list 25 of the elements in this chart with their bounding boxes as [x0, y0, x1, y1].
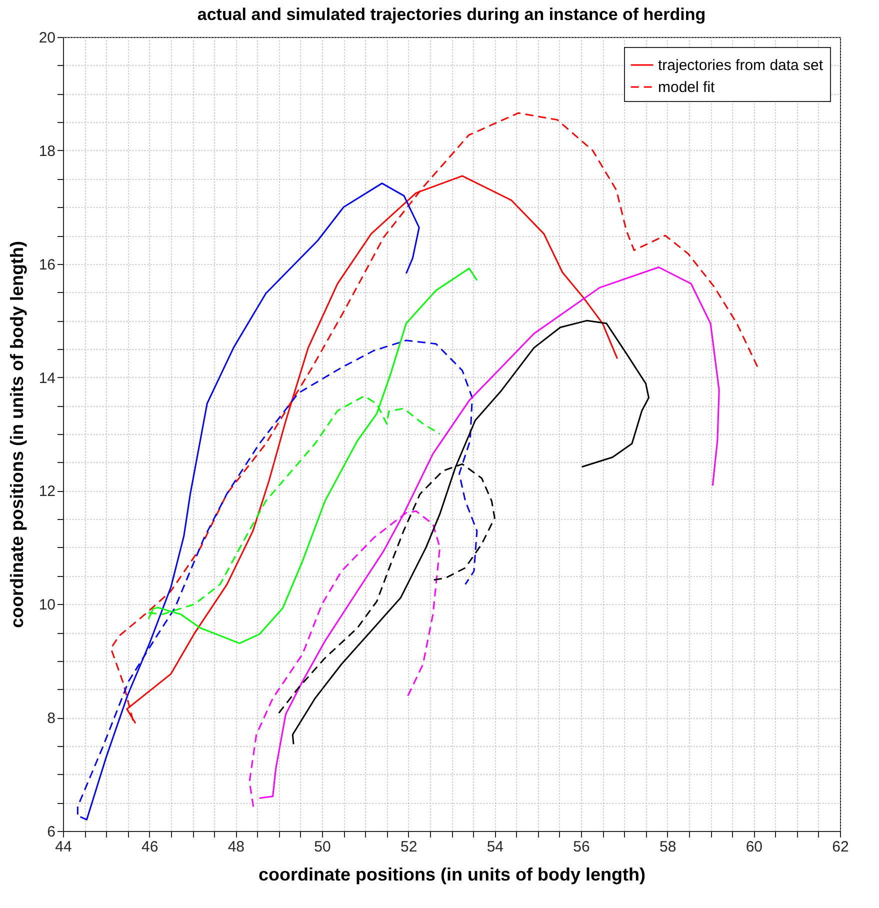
x-tick-label: 62: [832, 838, 849, 856]
y-axis-title: coordinate positions (in units of body length): [6, 241, 27, 628]
x-axis-title: coordinate positions (in units of body length): [258, 864, 646, 884]
y-tick-label: 16: [38, 256, 56, 274]
line-series: [148, 268, 478, 644]
y-tick-label: 14: [38, 370, 56, 387]
x-tick-label: 44: [55, 838, 72, 856]
x-tick-label: 58: [659, 838, 676, 856]
line-series: [110, 112, 760, 722]
y-tick-label: 12: [38, 483, 56, 500]
y-tick-label: 10: [38, 596, 56, 614]
x-tick-label: 54: [486, 838, 504, 856]
x-tick-label: 46: [141, 838, 158, 856]
legend-label: model fit: [658, 79, 716, 96]
x-tick-label: 52: [400, 838, 418, 856]
x-tick-label: 50: [314, 838, 331, 856]
y-tick-label: 6: [47, 824, 56, 840]
x-tick-label: 48: [228, 838, 245, 856]
y-tick-label: 20: [38, 30, 56, 46]
x-tick-label: 60: [746, 838, 763, 856]
legend-label: trajectories from data set: [658, 57, 824, 74]
y-tick-label: 8: [47, 710, 56, 728]
y-tick-label: 18: [38, 142, 56, 160]
chart-title: actual and simulated trajectories during an instance of herding: [197, 5, 706, 24]
x-tick-label: 56: [573, 838, 590, 856]
